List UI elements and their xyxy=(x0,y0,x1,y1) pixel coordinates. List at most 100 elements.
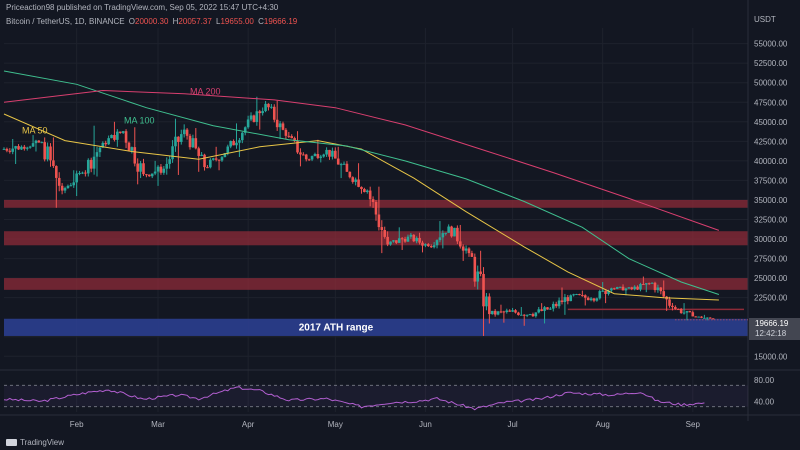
candle-body xyxy=(493,310,497,315)
candle-body xyxy=(621,286,625,291)
moving-average-line[interactable] xyxy=(3,113,719,301)
resistance-zone[interactable] xyxy=(4,231,748,246)
candle-body xyxy=(438,237,442,241)
y-tick-label: 47500.00 xyxy=(754,98,788,107)
candle-body xyxy=(650,282,654,284)
candle-body xyxy=(642,284,645,286)
candle-body xyxy=(490,310,494,315)
candle-body xyxy=(676,308,680,310)
tradingview-logo[interactable]: TradingView xyxy=(6,438,64,447)
candle-body xyxy=(331,150,334,157)
candle-body xyxy=(188,135,192,148)
symbol-name[interactable]: Bitcoin / TetherUS, 1D, BINANCE xyxy=(6,17,125,26)
candle-body xyxy=(81,172,84,174)
low-value: 19655.00 xyxy=(220,17,254,26)
tradingview-logo-icon xyxy=(6,439,17,446)
moving-average-label: MA 100 xyxy=(124,115,155,125)
candle-body xyxy=(424,244,427,246)
candle-body xyxy=(427,244,430,247)
candle-body xyxy=(389,241,392,245)
candle-body xyxy=(304,154,308,160)
candle-body xyxy=(267,103,270,108)
x-tick-label: Aug xyxy=(596,420,610,429)
candle-body xyxy=(278,123,282,128)
open-label: O xyxy=(128,17,136,26)
candle-body xyxy=(174,136,177,147)
candle-body xyxy=(679,308,683,314)
y-tick-label: 15000.00 xyxy=(754,352,788,361)
candle-body xyxy=(284,129,288,136)
candle-body xyxy=(319,156,323,158)
rsi-band xyxy=(4,385,748,407)
candle-body xyxy=(569,295,573,302)
publish-info: Priceaction98 published on TradingView.c… xyxy=(6,3,278,12)
candle-body xyxy=(162,168,166,173)
candle-body xyxy=(488,296,491,315)
candle-body xyxy=(400,238,404,240)
candle-body xyxy=(351,177,355,182)
candle-body xyxy=(656,287,660,291)
candle-body xyxy=(482,273,485,307)
candle-body xyxy=(624,288,628,291)
candle-body xyxy=(520,314,523,316)
candle-body xyxy=(165,163,169,169)
candle-body xyxy=(95,152,99,157)
candle-body xyxy=(496,311,500,315)
bar-countdown: 12:42:18 xyxy=(755,329,787,338)
candle-body xyxy=(514,310,517,313)
candle-body xyxy=(78,172,81,174)
candle-body xyxy=(403,238,407,242)
candle-body xyxy=(357,179,360,187)
candle-body xyxy=(694,316,697,318)
candle-body xyxy=(60,185,64,191)
candle-body xyxy=(185,129,189,136)
candle-body xyxy=(647,283,651,285)
candle-body xyxy=(607,290,610,294)
x-tick-label: Jul xyxy=(507,420,517,429)
candle-body xyxy=(339,164,343,166)
currency-unit: USDT xyxy=(754,15,776,24)
candle-body xyxy=(17,146,20,150)
candle-body xyxy=(560,300,564,302)
candle-body xyxy=(75,173,78,183)
candle-body xyxy=(557,300,561,307)
resistance-zone[interactable] xyxy=(4,278,748,290)
candle-body xyxy=(563,297,567,302)
candle-body xyxy=(668,299,671,306)
candle-body xyxy=(261,111,264,114)
candle-body xyxy=(479,271,482,274)
candle-body xyxy=(281,123,285,130)
candle-body xyxy=(182,129,186,135)
candle-body xyxy=(412,234,416,242)
candle-body xyxy=(313,154,317,157)
close-label: C xyxy=(258,17,264,26)
candle-body xyxy=(615,287,619,289)
candle-body xyxy=(249,115,253,120)
candle-body xyxy=(40,142,44,144)
candle-body xyxy=(467,248,471,254)
candle-body xyxy=(72,182,76,186)
symbol-legend[interactable]: Bitcoin / TetherUS, 1D, BINANCE O20000.3… xyxy=(6,17,297,26)
candle-body xyxy=(653,282,657,291)
candle-body xyxy=(688,311,692,313)
candle-body xyxy=(464,248,468,251)
candle-body xyxy=(334,150,337,159)
candle-body xyxy=(241,132,244,141)
candle-body xyxy=(409,234,413,237)
candle-body xyxy=(57,177,61,186)
rsi-line[interactable] xyxy=(3,386,705,411)
candle-body xyxy=(121,131,125,133)
moving-average-line[interactable] xyxy=(3,89,720,231)
support-zone[interactable] xyxy=(4,318,748,336)
candle-body xyxy=(432,245,436,248)
candle-body xyxy=(63,188,67,191)
moving-average-line[interactable] xyxy=(3,70,720,295)
candle-body xyxy=(113,134,116,140)
candle-body xyxy=(534,312,538,317)
candle-body xyxy=(232,140,235,146)
candle-body xyxy=(525,314,529,316)
candle-body xyxy=(511,310,514,312)
candle-body xyxy=(610,288,613,291)
candle-body xyxy=(531,314,535,317)
